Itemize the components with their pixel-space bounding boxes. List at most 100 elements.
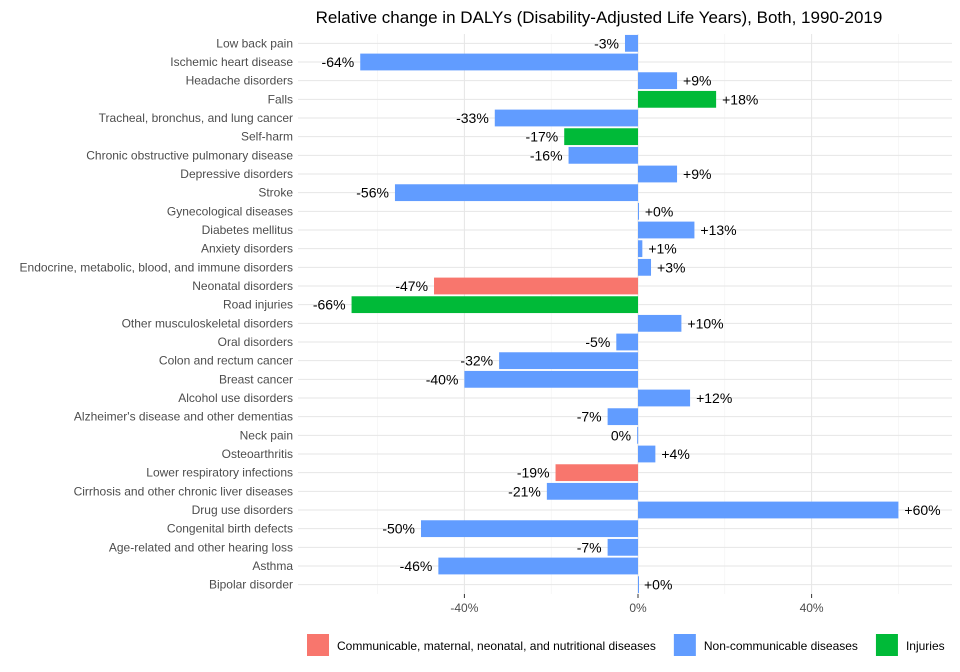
bar	[638, 389, 691, 407]
value-label: -7%	[577, 409, 602, 425]
category-label: Tracheal, bronchus, and lung cancer	[99, 111, 293, 125]
category-label: Alzheimer's disease and other dementias	[74, 410, 293, 424]
bar	[638, 221, 695, 239]
category-label: Asthma	[252, 559, 293, 573]
legend-swatch	[875, 634, 898, 656]
bar	[464, 370, 638, 388]
category-label: Road injuries	[223, 298, 293, 312]
category-label: Colon and rectum cancer	[159, 354, 293, 368]
value-label: -56%	[356, 185, 389, 201]
category-label: Neonatal disorders	[192, 279, 293, 293]
legend: Communicable, maternal, neonatal, and nu…	[307, 634, 945, 656]
bar	[607, 538, 638, 556]
x-tick-label: -40%	[450, 601, 478, 615]
category-label: Neck pain	[240, 428, 293, 442]
legend-swatch	[307, 634, 329, 656]
bar	[546, 482, 638, 500]
bar	[499, 352, 638, 370]
value-label: -21%	[508, 483, 541, 499]
value-label: -46%	[400, 558, 433, 574]
bar	[637, 426, 639, 444]
category-label: Low back pain	[216, 36, 293, 50]
category-label: Falls	[268, 92, 293, 106]
value-label: -50%	[382, 521, 415, 537]
value-label: +9%	[683, 166, 711, 182]
category-label: Diabetes mellitus	[202, 223, 293, 237]
category-label: Drug use disorders	[192, 503, 293, 517]
value-label: -17%	[526, 129, 559, 145]
category-label: Age-related and other hearing loss	[109, 540, 293, 554]
category-label: Lower respiratory infections	[146, 466, 293, 480]
value-label: +3%	[657, 259, 685, 275]
value-labels: -3% -64% +9% +18% -33% -17% -16% +9% -56% +0% +13%…	[313, 35, 941, 592]
bar	[568, 146, 638, 164]
bar	[638, 445, 656, 463]
bar	[638, 202, 639, 220]
bar	[438, 557, 638, 575]
bar	[638, 314, 682, 332]
bar	[394, 184, 638, 202]
x-tick-label: 40%	[800, 601, 824, 615]
category-label: Chronic obstructive pulmonary disease	[86, 148, 293, 162]
legend-label: Communicable, maternal, neonatal, and nu…	[337, 639, 656, 653]
category-label: Stroke	[258, 186, 293, 200]
category-label: Breast cancer	[219, 372, 293, 386]
legend-label: Non-communicable diseases	[704, 639, 858, 653]
category-label: Self-harm	[241, 130, 293, 144]
value-label: -7%	[577, 539, 602, 555]
category-label: Alcohol use disorders	[178, 391, 293, 405]
bar	[638, 576, 639, 594]
value-label: 0%	[611, 427, 631, 443]
category-label: Osteoarthritis	[222, 447, 293, 461]
bar	[564, 128, 638, 146]
value-label: +12%	[696, 390, 732, 406]
bar	[360, 53, 638, 71]
value-label: +4%	[661, 446, 689, 462]
value-label: -33%	[456, 110, 489, 126]
value-label: -32%	[460, 353, 493, 369]
value-label: +0%	[644, 577, 672, 593]
chart-title: Relative change in DALYs (Disability-Adj…	[316, 8, 883, 27]
bar	[638, 165, 678, 183]
value-label: -47%	[395, 278, 428, 294]
bar	[351, 296, 638, 314]
bar	[607, 408, 638, 426]
value-label: -19%	[517, 465, 550, 481]
bar	[555, 464, 638, 482]
bars-group	[351, 34, 899, 594]
category-label: Gynecological diseases	[167, 204, 293, 218]
value-label: +13%	[700, 222, 736, 238]
bar	[638, 72, 678, 90]
bar	[421, 520, 638, 538]
bar	[624, 34, 638, 52]
value-label: -5%	[585, 334, 610, 350]
category-labels: Low back pain Ischemic heart disease Heada…	[20, 36, 294, 591]
value-label: +9%	[683, 73, 711, 89]
legend-label: Injuries	[906, 639, 945, 653]
bar	[638, 258, 652, 276]
category-label: Headache disorders	[186, 74, 293, 88]
value-label: +18%	[722, 91, 758, 107]
category-label: Depressive disorders	[180, 167, 293, 181]
bar	[638, 240, 643, 258]
value-label: -66%	[313, 297, 346, 313]
value-label: -40%	[426, 371, 459, 387]
legend-swatch	[673, 634, 696, 656]
x-axis-ticks: -40% 0% 40%	[450, 594, 824, 615]
x-tick-label: 0%	[629, 601, 647, 615]
category-label: Oral disorders	[218, 335, 293, 349]
category-label: Bipolar disorder	[209, 578, 293, 592]
bar	[616, 333, 638, 351]
category-label: Ischemic heart disease	[170, 55, 293, 69]
value-label: +1%	[648, 241, 676, 257]
value-label: -16%	[530, 147, 563, 163]
bar	[638, 501, 899, 519]
value-label: +10%	[687, 315, 723, 331]
value-label: +0%	[645, 203, 673, 219]
value-label: +60%	[904, 502, 940, 518]
category-label: Anxiety disorders	[201, 242, 293, 256]
value-label: -3%	[594, 35, 619, 51]
category-label: Cirrhosis and other chronic liver diseas…	[74, 484, 293, 498]
category-label: Other musculoskeletal disorders	[122, 316, 293, 330]
